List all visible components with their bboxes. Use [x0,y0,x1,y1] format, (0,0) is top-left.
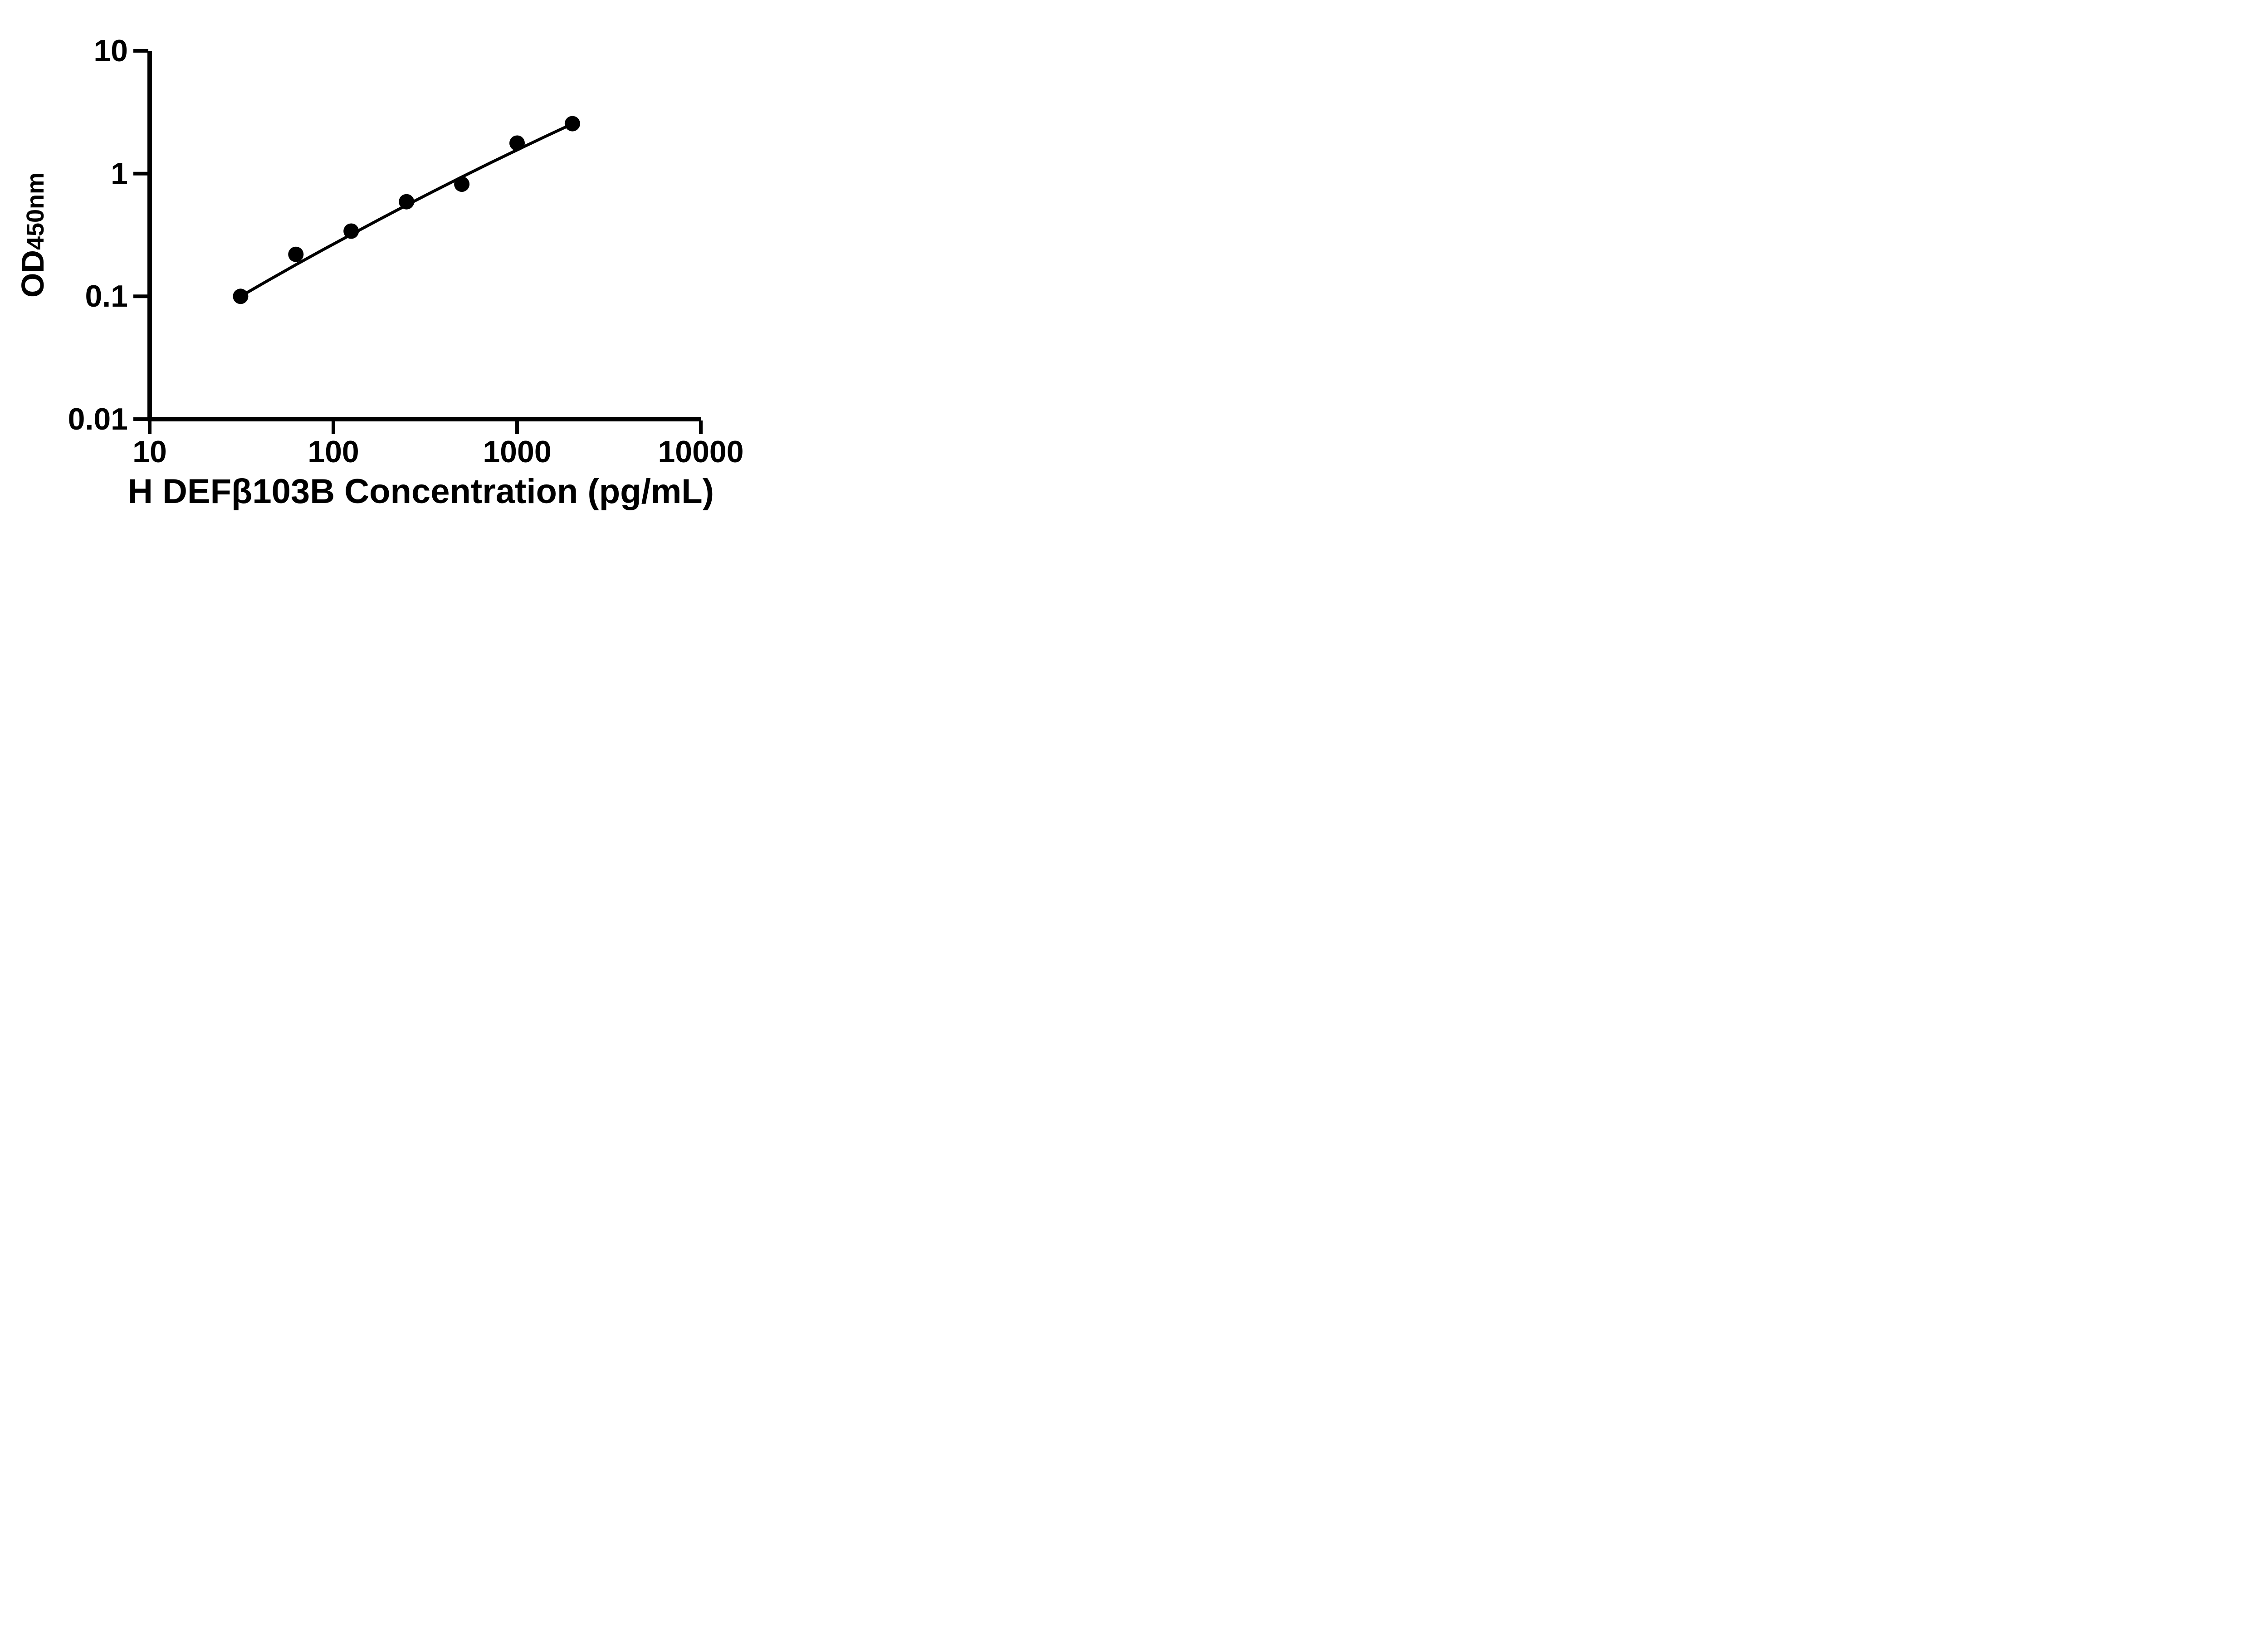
y-tick-label: 0.01 [68,402,128,436]
chart-canvas [133,49,703,434]
data-point [564,116,580,132]
y-tick-label: 0.1 [85,279,128,314]
x-axis-title: H DEFβ103B Concentration (pg/mL) [128,472,714,511]
x-tick-label: 100 [308,435,359,469]
y-axis-title-text: OD [15,250,50,298]
x-tick-label: 10000 [658,435,744,469]
y-tick-label: 1 [111,156,128,191]
x-tick-label: 1000 [483,435,552,469]
y-tick-label: 10 [93,34,128,68]
y-axis-title-subscript: 450nm [22,172,49,250]
elisa-standard-curve-figure: OD450nm H DEFβ103B Concentration (pg/mL)… [0,0,777,544]
fit-curve [239,122,574,298]
data-point [509,135,525,151]
data-point [233,288,249,304]
data-point [288,246,304,262]
x-tick-label: 10 [132,435,167,469]
data-point [454,176,470,192]
data-point [399,194,415,210]
y-axis-title: OD450nm [15,172,50,298]
data-point [343,223,359,239]
